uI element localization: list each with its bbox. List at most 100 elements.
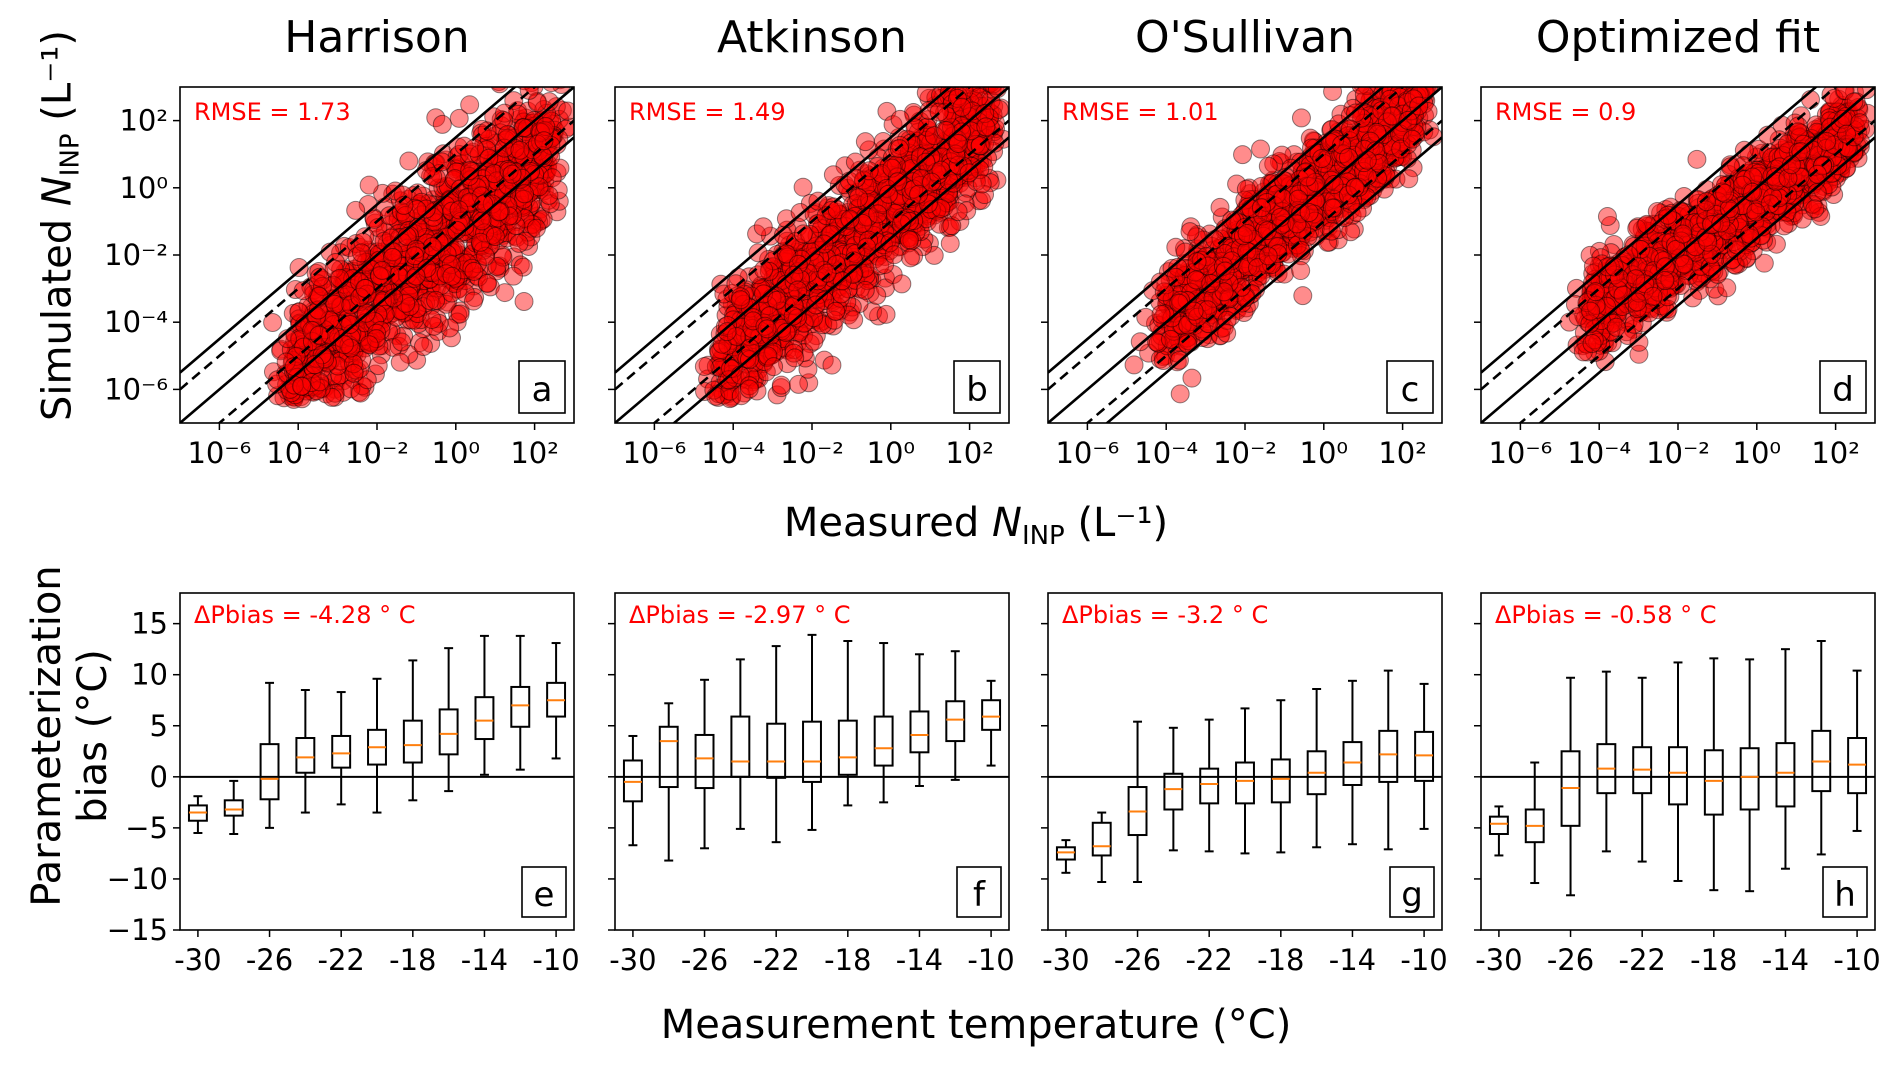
scatter-point (345, 360, 365, 380)
scatter-point (351, 243, 371, 263)
scatter-point (440, 258, 460, 278)
scatter-point (868, 204, 888, 224)
scatter-point (470, 229, 490, 249)
scatter-point (406, 227, 426, 247)
scatter-point (534, 164, 554, 184)
scatter-point (355, 278, 375, 298)
scatter-point (477, 166, 497, 186)
scatter-point (336, 340, 356, 360)
scatter-point (325, 379, 345, 399)
scatter-point (408, 221, 428, 241)
scatter-point (407, 255, 427, 275)
scatter-point (303, 381, 323, 401)
scatter-point (450, 304, 470, 324)
scatter-point (1418, 87, 1423, 88)
scatter-point (440, 269, 460, 289)
scatter-point (410, 333, 430, 353)
scatter-point (298, 350, 318, 370)
scatter-point (451, 161, 471, 181)
scatter-point (469, 155, 489, 175)
scatter-point (304, 303, 324, 323)
scatter-point (383, 253, 403, 273)
scatter-point (314, 312, 334, 332)
scatter-point (335, 270, 355, 290)
scatter-point (475, 150, 495, 170)
scatter-point (316, 302, 336, 322)
scatter-point (391, 243, 411, 263)
scatter-point (397, 256, 417, 276)
scatter-point (421, 333, 441, 353)
scatter-point (484, 149, 504, 169)
scatter-point (420, 278, 440, 298)
scatter-point (403, 252, 423, 272)
scatter-point (342, 339, 362, 359)
scatter-point (432, 236, 452, 256)
scatter-point (387, 326, 407, 346)
scatter-point (481, 185, 501, 205)
scatter-point (416, 222, 436, 242)
scatter-point (462, 220, 482, 240)
y-tick-label: 10⁰ (119, 171, 168, 205)
scatter-point (499, 194, 519, 214)
scatter-point (1293, 286, 1313, 306)
scatter-point (390, 245, 410, 265)
scatter-point (364, 310, 384, 330)
scatter-point (344, 259, 364, 279)
x-tick-label: 10² (945, 436, 994, 470)
scatter-point (500, 146, 520, 166)
scatter-point (884, 245, 904, 265)
scatter-point (519, 236, 539, 256)
scatter-point (530, 120, 550, 140)
scatter-point (421, 245, 441, 265)
scatter-point (508, 169, 528, 189)
scatter-point (387, 275, 407, 295)
scatter-point (309, 325, 329, 345)
scatter-point (447, 162, 467, 182)
scatter-point (550, 158, 570, 178)
scatter-point (370, 309, 390, 329)
scatter-point (447, 312, 467, 332)
scatter-point (513, 151, 533, 171)
scatter-point (511, 198, 531, 218)
scatter-point (390, 262, 410, 282)
scatter-point (493, 225, 513, 245)
scatter-point (413, 319, 433, 339)
scatter-point (1205, 229, 1225, 249)
scatter-point (468, 267, 488, 287)
scatter-point (445, 248, 465, 268)
scatter-point (323, 366, 343, 386)
scatter-point (432, 114, 452, 134)
scatter-point (524, 215, 544, 235)
scatter-point (347, 290, 367, 310)
scatter-point (539, 129, 559, 149)
scatter-point (1182, 368, 1202, 388)
scatter-point (429, 164, 449, 184)
scatter-point (493, 247, 513, 267)
scatter-point (344, 363, 364, 383)
scatter-point (441, 197, 461, 217)
scatter-point (518, 147, 538, 167)
scatter-point (403, 281, 423, 301)
scatter-point (531, 142, 551, 162)
scatter-point (449, 259, 469, 279)
scatter-point (289, 380, 309, 400)
scatter-point (462, 161, 482, 181)
scatter-point (511, 153, 531, 173)
scatter-point (306, 328, 326, 348)
scatter-point (529, 155, 549, 175)
scatter-point (327, 368, 347, 388)
scatter-point (337, 309, 357, 329)
scatter-point (394, 326, 414, 346)
scatter-point (543, 114, 563, 134)
scatter-point (448, 270, 468, 290)
scatter-point (855, 280, 875, 300)
scatter-point (488, 179, 508, 199)
scatter-point (506, 143, 526, 163)
scatter-point (359, 333, 379, 353)
scatter-point (377, 268, 397, 288)
scatter-point (368, 356, 388, 376)
scatter-point (482, 226, 502, 246)
scatter-point (492, 245, 512, 265)
scatter-point (460, 171, 480, 191)
scatter-point (497, 211, 517, 231)
